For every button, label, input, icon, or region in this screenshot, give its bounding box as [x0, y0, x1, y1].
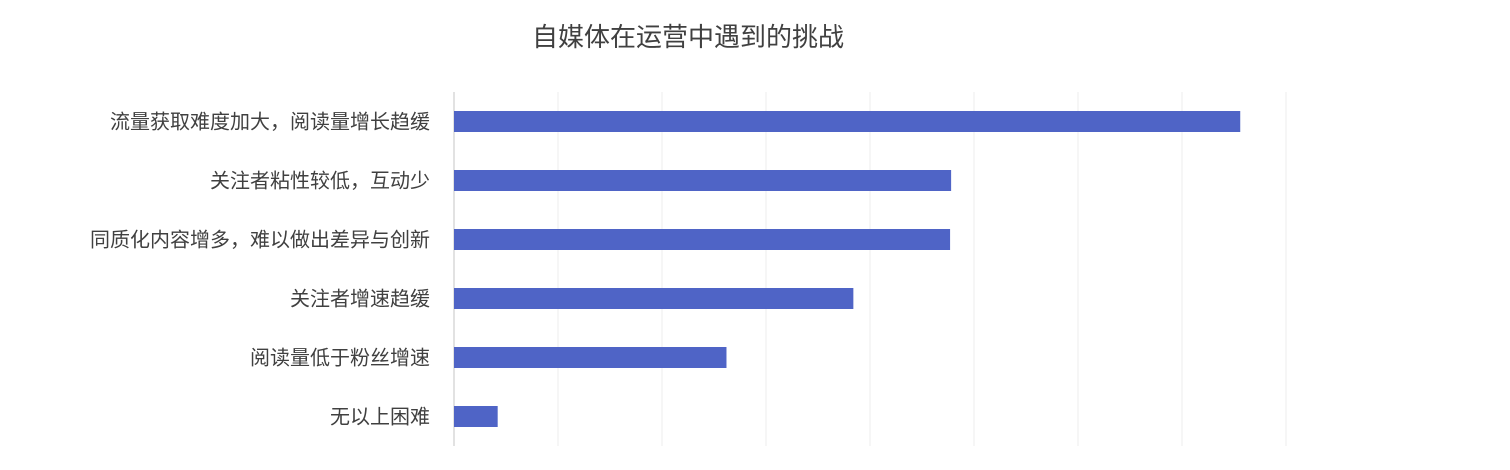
bar	[454, 347, 727, 368]
category-label: 阅读量低于粉丝增速	[250, 346, 430, 370]
category-label: 同质化内容增多，难以做出差异与创新	[90, 228, 430, 252]
category-label: 无以上困难	[330, 405, 430, 429]
gridlines	[557, 92, 1287, 446]
bar	[454, 406, 498, 427]
bar	[454, 111, 1241, 132]
category-labels: 流量获取难度加大，阅读量增长趋缓关注者粘性较低，互动少同质化内容增多，难以做出差…	[90, 110, 430, 429]
bar	[454, 288, 854, 309]
category-label: 关注者增速趋缓	[290, 287, 430, 311]
category-label: 流量获取难度加大，阅读量增长趋缓	[110, 110, 430, 134]
bar	[454, 229, 951, 250]
bars	[454, 111, 1241, 427]
bar	[454, 170, 952, 191]
chart-title: 自媒体在运营中遇到的挑战	[532, 23, 844, 53]
category-label: 关注者粘性较低，互动少	[210, 169, 430, 193]
